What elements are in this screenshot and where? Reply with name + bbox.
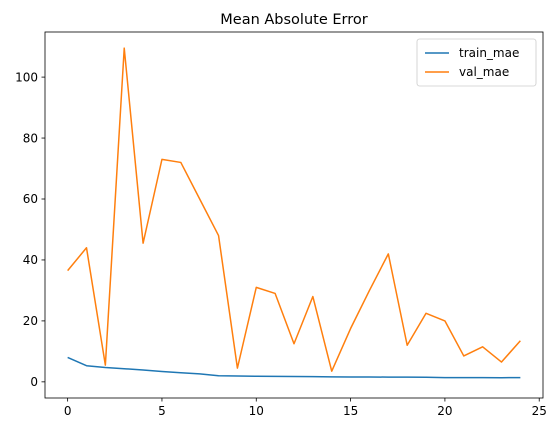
legend: train_mae val_mae	[416, 38, 537, 87]
x-tick-label: 5	[158, 404, 166, 418]
series-line-val-mae	[67, 47, 521, 372]
x-tick-label: 10	[249, 404, 264, 418]
y-tick-label: 20	[23, 314, 38, 328]
x-tick-label: 0	[64, 404, 72, 418]
x-tick-label: 15	[343, 404, 358, 418]
y-axis: 0 20 40 60 80 100	[15, 70, 45, 389]
x-tick-label: 20	[437, 404, 452, 418]
series-line-train-mae	[67, 356, 521, 379]
legend-label: train_mae	[459, 46, 519, 60]
series-layer	[67, 47, 521, 379]
y-tick-label: 40	[23, 253, 38, 267]
x-axis: 0 5 10 15 20 25	[64, 398, 547, 418]
legend-label: val_mae	[459, 65, 509, 79]
x-tick-label: 25	[532, 404, 547, 418]
y-tick-label: 0	[30, 375, 38, 389]
y-tick-label: 80	[23, 131, 38, 145]
y-tick-label: 100	[15, 70, 38, 84]
legend-box	[416, 38, 537, 87]
chart-title: Mean Absolute Error	[220, 12, 367, 28]
y-tick-label: 60	[23, 192, 38, 206]
